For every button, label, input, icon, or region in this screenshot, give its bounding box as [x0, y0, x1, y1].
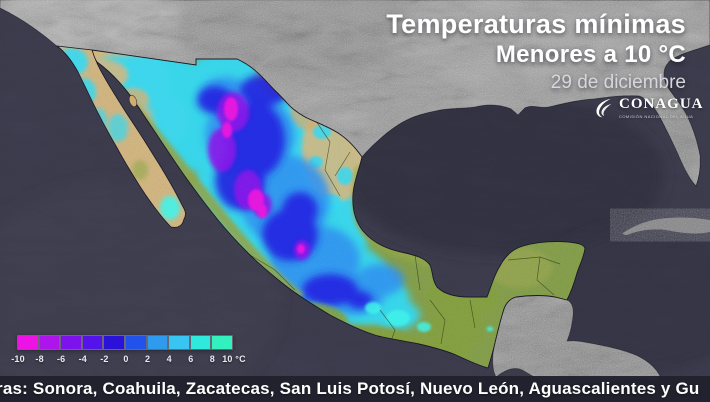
legend-label: 4: [166, 354, 172, 364]
conagua-swirl-icon: [594, 97, 614, 124]
date-label: 29 de diciembre: [550, 72, 686, 94]
footer-ticker: ras: Sonora, Coahuila, Zacatecas, San Lu…: [0, 376, 710, 402]
legend-swatch: [169, 336, 189, 349]
legend-swatch: [61, 336, 81, 349]
cuba-landmass: [615, 210, 710, 240]
footer-states-text: ras: Sonora, Coahuila, Zacatecas, San Lu…: [0, 379, 700, 398]
legend-swatch: [39, 336, 60, 349]
legend-swatch: [125, 336, 146, 349]
conagua-tagline: COMISIÓN NACIONAL DEL AGUA: [619, 114, 694, 119]
legend-swatch: [212, 336, 232, 349]
legend-swatch: [104, 336, 124, 349]
conagua-wordmark: CONAGUA: [619, 96, 704, 112]
legend-color-bar: [17, 335, 233, 350]
legend-label: -10: [11, 354, 25, 364]
legend-label: 10 °C: [222, 354, 246, 364]
page-title: Temperaturas mínimas: [386, 9, 686, 39]
legend-label: -8: [35, 354, 44, 364]
legend-label: -2: [100, 354, 109, 364]
legend-label: -6: [56, 354, 66, 364]
legend-swatch: [147, 336, 168, 349]
title-block: Temperaturas mínimas Menores a 10 °C 29 …: [386, 9, 686, 94]
legend-label: 6: [188, 354, 194, 364]
tiburon-island: [128, 94, 138, 108]
legend-label: 0: [123, 354, 129, 364]
legend-swatch: [190, 336, 211, 349]
legend-label: 8: [209, 354, 215, 364]
page-subtitle: Menores a 10 °C: [495, 41, 686, 69]
legend-swatch: [18, 336, 38, 349]
temperature-legend: -10 -8 -6 -4 -2 0 2 4 6 8 10 °C: [11, 335, 246, 366]
legend-labels: -10 -8 -6 -4 -2 0 2 4 6 8 10 °C: [11, 354, 245, 366]
conagua-logo: CONAGUA COMISIÓN NACIONAL DEL AGUA: [594, 96, 704, 124]
legend-label: -4: [78, 354, 87, 364]
legend-label: 2: [144, 354, 151, 364]
legend-swatch: [82, 336, 103, 349]
